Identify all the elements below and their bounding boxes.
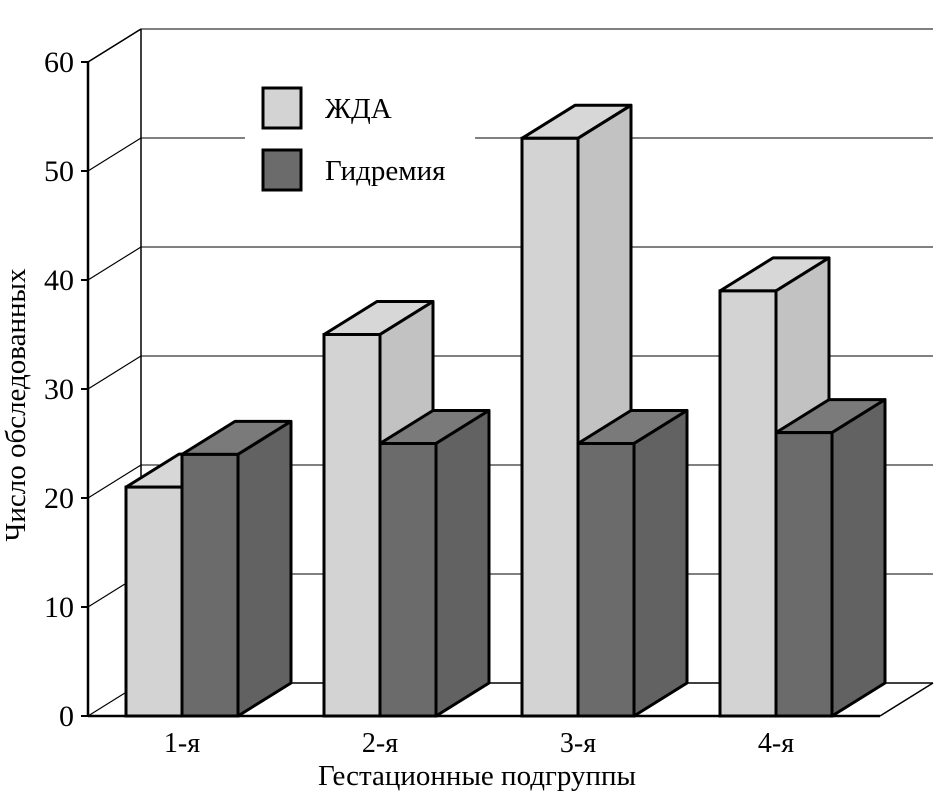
legend-label: Гидремия: [325, 155, 446, 187]
grid-diagonal: [87, 464, 142, 499]
x-tick-label: 2-я: [362, 728, 398, 759]
bar-front: [378, 442, 438, 718]
floor-right-edge: [879, 682, 934, 717]
grid-diagonal: [87, 28, 142, 63]
y-tick-label: 50: [44, 155, 74, 188]
bar-gidremiya-3: [576, 409, 689, 718]
legend-swatch: [261, 148, 303, 192]
bar-front: [774, 431, 834, 718]
bar-front: [576, 442, 636, 718]
bar-gidremiya-2: [378, 409, 491, 718]
x-tick-label: 3-я: [560, 728, 596, 759]
bar-front: [124, 485, 184, 718]
bar-front: [322, 333, 382, 718]
bar-front: [718, 289, 778, 718]
bar-side: [434, 409, 491, 718]
y-tick-label: 60: [44, 46, 74, 79]
bar-gidremiya-1: [180, 419, 293, 718]
bars: [124, 103, 887, 718]
bar-side: [632, 409, 689, 718]
y-tick-label: 0: [59, 700, 74, 733]
x-axis-title: Гестационные подгруппы: [318, 760, 636, 792]
y-axis-title: Число обследованных: [0, 268, 32, 542]
legend-swatch: [261, 86, 303, 130]
y-tick-label: 30: [44, 373, 74, 406]
x-axis-labels: 1-я 2-я 3-я 4-я: [164, 728, 794, 759]
legend: ЖДА Гидремия: [245, 75, 475, 203]
bar-side: [830, 398, 887, 718]
grid-diagonal: [87, 137, 142, 172]
x-tick-label: 4-я: [758, 728, 794, 759]
y-tick-label: 40: [44, 264, 74, 297]
x-tick-label: 1-я: [164, 728, 200, 759]
bar-front: [180, 452, 240, 718]
bar-side: [236, 419, 293, 718]
bar-front: [520, 136, 580, 718]
legend-label: ЖДА: [325, 93, 392, 125]
grid-diagonal: [87, 246, 142, 281]
y-tick-label: 20: [44, 482, 74, 515]
bar-gidremiya-4: [774, 398, 887, 718]
y-tick-label: 10: [44, 591, 74, 624]
grid-diagonal: [87, 355, 142, 390]
